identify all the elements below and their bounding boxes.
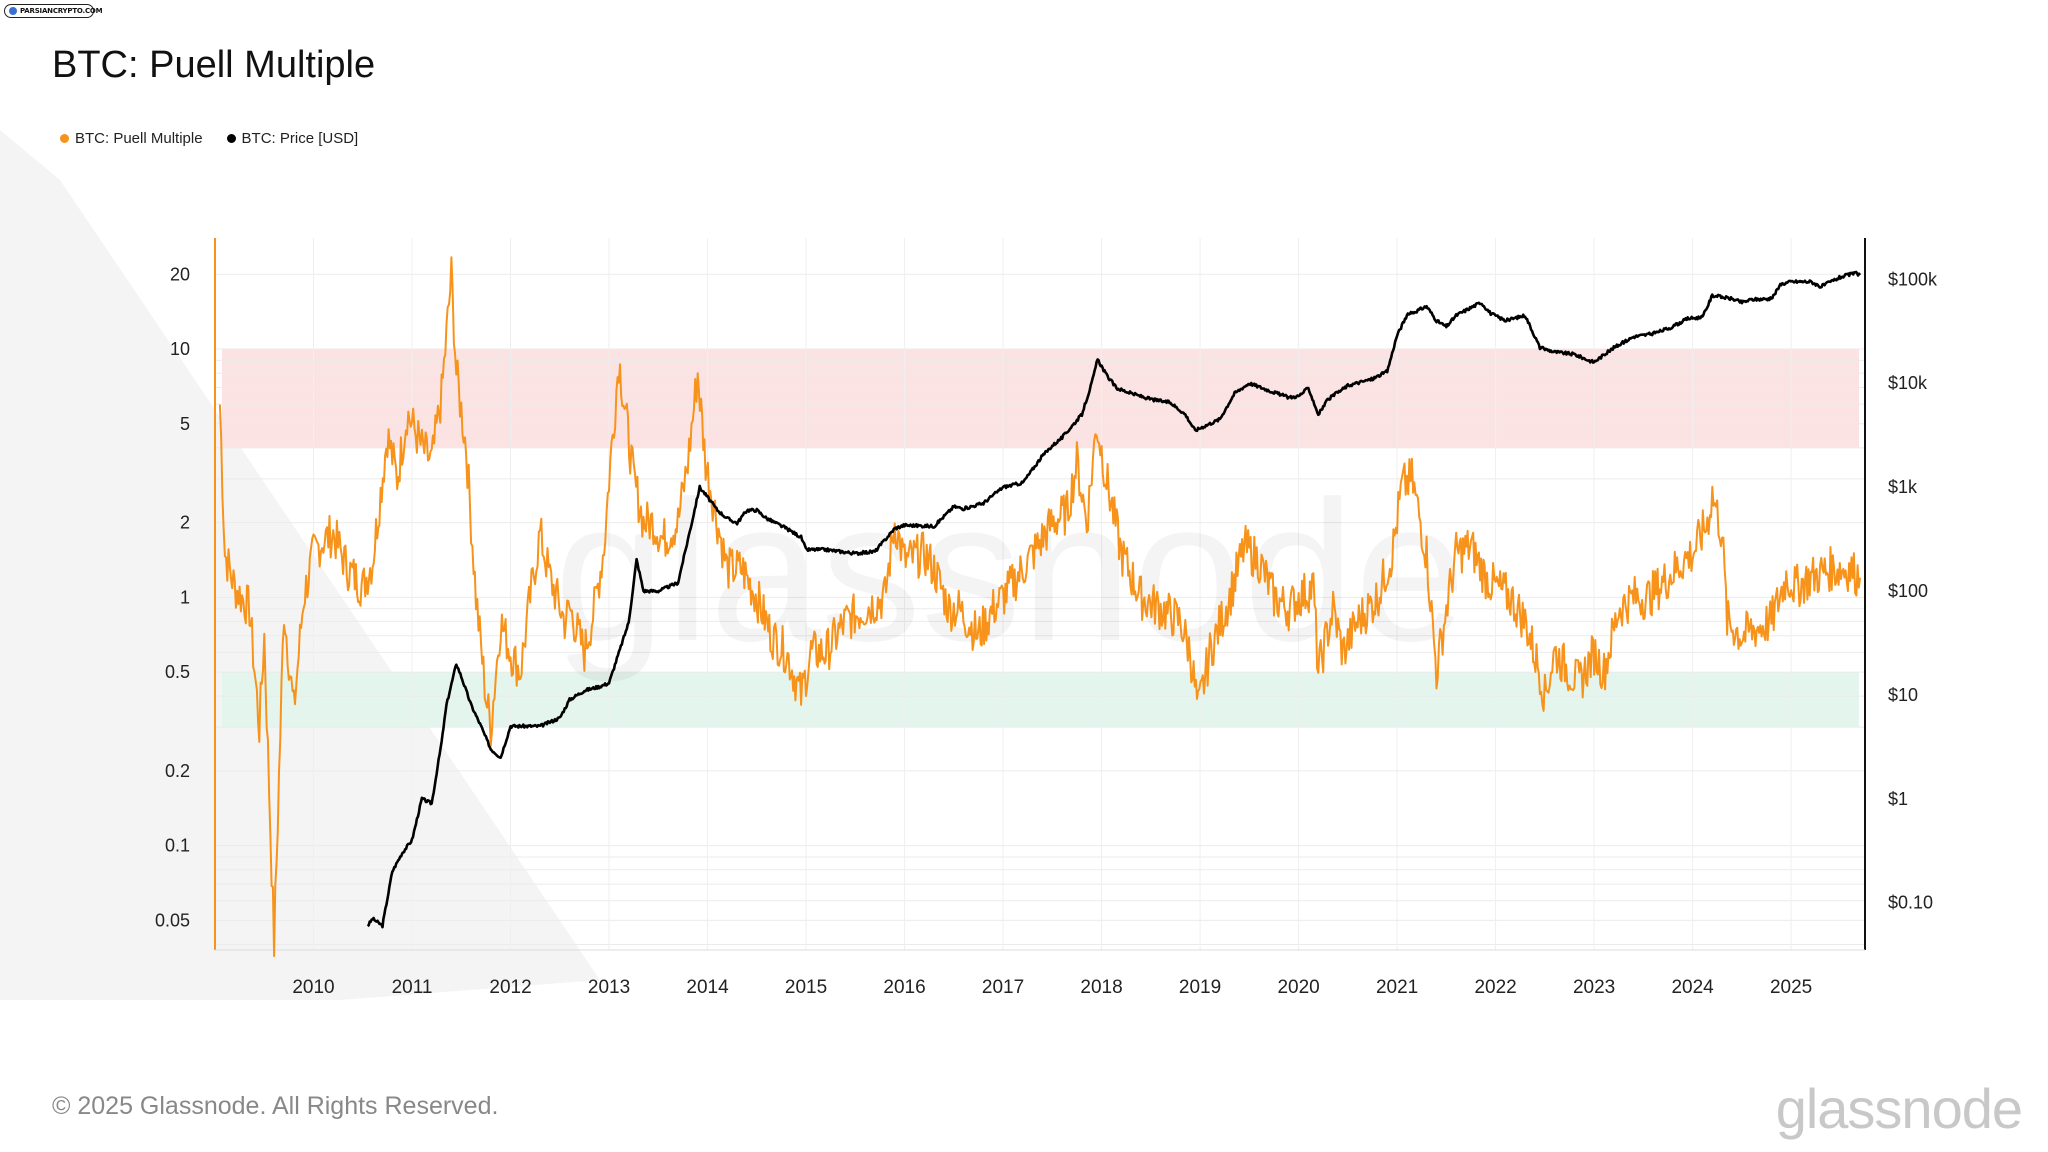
legend-dot-price bbox=[226, 134, 236, 143]
series-price-line bbox=[366, 270, 1862, 929]
legend: BTC: Puell Multiple BTC: Price [USD] bbox=[60, 130, 358, 147]
badge-text: PARSIANCRYPTO.COM bbox=[20, 7, 103, 15]
legend-item-puell[interactable]: BTC: Puell Multiple bbox=[60, 130, 203, 147]
badge-logo-icon bbox=[9, 7, 17, 15]
legend-label-price: BTC: Price [USD] bbox=[241, 130, 359, 147]
y-left-tick-label: 10 bbox=[170, 339, 190, 359]
x-tick-label: 2021 bbox=[1376, 977, 1418, 998]
x-tick-label: 2015 bbox=[785, 977, 827, 998]
y-left-tick-label: 0.2 bbox=[165, 761, 190, 781]
y-right-tick-label: $100k bbox=[1888, 269, 1938, 289]
x-tick-label: 2023 bbox=[1573, 977, 1615, 998]
site-badge: PARSIANCRYPTO.COM bbox=[4, 4, 103, 18]
y-left-tick-label: 0.1 bbox=[165, 836, 190, 856]
y-right-tick-label: $0.10 bbox=[1888, 893, 1933, 913]
y-right-tick-label: $100 bbox=[1888, 581, 1928, 601]
axes-layer bbox=[214, 238, 1866, 951]
y-right-tick-label: $10k bbox=[1888, 373, 1928, 393]
chart-title: BTC: Puell Multiple bbox=[52, 44, 376, 86]
x-tick-label: 2020 bbox=[1277, 977, 1319, 998]
legend-item-price[interactable]: BTC: Price [USD] bbox=[226, 130, 359, 147]
x-tick-label: 2022 bbox=[1474, 977, 1516, 998]
y-left-tick-label: 1 bbox=[180, 587, 190, 607]
x-tick-label: 2025 bbox=[1770, 977, 1812, 998]
band-overvalued bbox=[222, 349, 1859, 448]
x-tick-label: 2016 bbox=[883, 977, 925, 998]
legend-label-puell: BTC: Puell Multiple bbox=[75, 130, 203, 147]
y-right-tick-label: $10 bbox=[1888, 685, 1918, 705]
y-left-tick-label: 5 bbox=[180, 414, 190, 434]
bands-layer bbox=[222, 349, 1859, 728]
y-left-tick-label: 0.05 bbox=[155, 910, 190, 930]
x-tick-label: 2024 bbox=[1671, 977, 1714, 998]
y-left-tick-label: 2 bbox=[180, 513, 190, 533]
x-tick-label: 2012 bbox=[489, 977, 531, 998]
x-tick-label: 2013 bbox=[588, 977, 630, 998]
x-tick-label: 2017 bbox=[982, 977, 1024, 998]
y-left-tick-label: 0.5 bbox=[165, 662, 190, 682]
labels-layer: 20105210.50.20.10.05$100k$10k$1k$100$10$… bbox=[155, 264, 1938, 998]
x-tick-label: 2014 bbox=[686, 977, 729, 998]
x-tick-label: 2011 bbox=[392, 977, 433, 998]
y-right-tick-label: $1 bbox=[1888, 789, 1908, 809]
x-tick-label: 2019 bbox=[1179, 977, 1221, 998]
legend-dot-puell bbox=[60, 134, 69, 143]
y-left-tick-label: 20 bbox=[170, 264, 190, 284]
series-puell-line bbox=[218, 256, 1862, 958]
x-tick-label: 2018 bbox=[1080, 977, 1122, 998]
brand-logo: glassnode bbox=[1775, 1077, 2023, 1140]
copyright-footer: © 2025 Glassnode. All Rights Reserved. bbox=[52, 1092, 499, 1120]
series-layer bbox=[218, 256, 1862, 958]
x-tick-label: 2010 bbox=[292, 977, 334, 998]
y-right-tick-label: $1k bbox=[1888, 477, 1918, 497]
